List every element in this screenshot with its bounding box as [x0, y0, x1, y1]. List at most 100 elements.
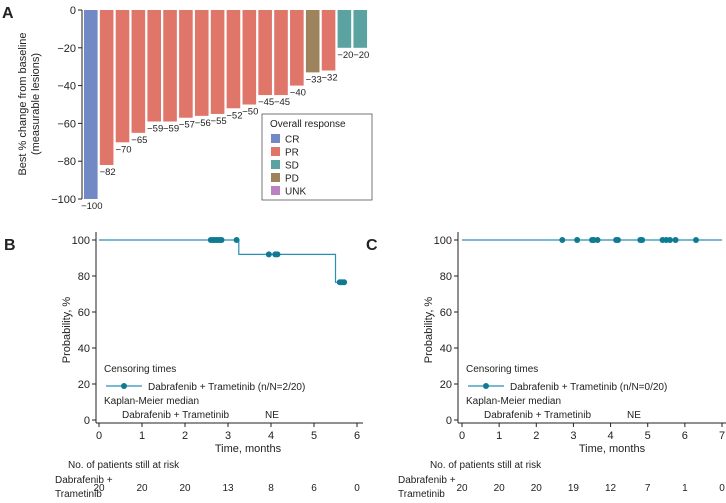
bar-value-label: −59 — [163, 124, 179, 135]
bar — [274, 10, 288, 96]
bar — [210, 10, 225, 114]
bar-value-label: −33 — [306, 74, 322, 85]
risk-count: 19 — [568, 483, 580, 494]
risk-group-label-line2: Trametinib — [55, 489, 102, 500]
censor-marker — [672, 237, 679, 243]
bar — [131, 10, 146, 133]
x-tick-label: 4 — [608, 430, 614, 442]
y-axis-label-line1: Best % change from baseline — [17, 32, 29, 175]
risk-group-label-line2: Trametinib — [398, 489, 445, 500]
x-tick-label: 6 — [682, 430, 688, 442]
x-tick-label: 3 — [225, 430, 231, 442]
bar — [258, 10, 272, 96]
censor-marker — [559, 237, 566, 243]
x-axis-label: Time, months — [579, 443, 646, 455]
legend-swatch-pr — [271, 147, 280, 156]
panel-a-legend: Overall response CR PR SD PD UNK — [261, 113, 373, 201]
bar — [179, 10, 193, 118]
risk-count: 6 — [311, 483, 317, 494]
bar-value-label: −50 — [242, 107, 258, 118]
legend-marker — [121, 383, 127, 389]
x-tick-label: 1 — [496, 430, 502, 442]
legend-label-pr: PR — [285, 148, 299, 159]
panel-a: A Best % change from baseline (measurable… — [2, 5, 373, 212]
risk-count: 20 — [136, 483, 148, 494]
panel-a-y-axis-label: Best % change from baseline (measurable l… — [17, 32, 42, 175]
censor-marker — [233, 237, 240, 243]
risk-count: 12 — [605, 483, 617, 494]
panel-a-bar-labels: −100−82−70−65−59 −59 −57 −56 −55−52 −50−45 −45… — [81, 50, 369, 212]
legend-swatch-sd — [271, 160, 280, 169]
y-tick-label: −80 — [57, 156, 76, 168]
y-tick-label: 20 — [78, 379, 90, 391]
censor-marker — [639, 237, 646, 243]
bar — [147, 10, 161, 122]
censor-marker — [667, 237, 673, 243]
legend-marker — [483, 383, 489, 389]
km-median-group: Dabrafenib + Trametinib — [484, 410, 591, 421]
bar-value-label: −45 — [258, 97, 274, 108]
risk-group-label-line1: Dabrafenib + — [55, 475, 113, 486]
bar-value-label: −82 — [100, 167, 116, 178]
censor-marker — [274, 251, 281, 258]
legend-label-cr: CR — [285, 135, 299, 146]
risk-count: 20 — [179, 483, 191, 494]
risk-count: 7 — [645, 483, 651, 494]
x-tick-label: 5 — [645, 430, 651, 442]
legend-swatch-pd — [271, 173, 280, 182]
km-median-value: NE — [265, 410, 279, 421]
x-tick-label: 0 — [96, 430, 102, 442]
bar-value-label: −52 — [226, 110, 242, 121]
bar-value-label: −20 — [353, 50, 369, 61]
bar-value-label: −55 — [211, 116, 227, 127]
risk-count: 0 — [354, 483, 360, 494]
bar-value-label: −100 — [81, 201, 102, 212]
bar — [115, 10, 130, 143]
bar — [194, 10, 209, 116]
y-axis-label-line2: (measurable lesions) — [30, 53, 42, 155]
x-tick-label: 1 — [139, 430, 145, 442]
x-tick-label: 5 — [311, 430, 317, 442]
panel-c-letter: C — [366, 237, 378, 254]
risk-count: 1 — [682, 483, 688, 494]
km-median-value: NE — [627, 410, 641, 421]
censor-marker — [574, 237, 581, 243]
y-tick-label: 80 — [78, 271, 90, 283]
bar — [337, 10, 352, 48]
bar-value-label: −56 — [195, 118, 211, 129]
y-tick-label: 60 — [78, 307, 90, 319]
bar — [242, 10, 257, 105]
risk-table-title: No. of patients still at risk — [430, 460, 542, 471]
y-tick-label: 0 — [446, 415, 452, 427]
panel-a-y-axis: 0 −20 −40 −60 −80 −100 — [51, 5, 83, 206]
bar-value-label: −45 — [274, 97, 290, 108]
km-median-title: Kaplan-Meier median — [466, 396, 561, 407]
legend-entry: Dabrafenib + Trametinib (n/N=2/20) — [148, 382, 305, 393]
y-tick-label: −40 — [57, 81, 76, 93]
x-tick-label: 7 — [719, 430, 725, 442]
y-tick-label: −20 — [57, 43, 76, 55]
y-tick-label: 100 — [434, 235, 452, 247]
censor-marker — [341, 279, 348, 286]
x-tick-label: 2 — [182, 430, 188, 442]
risk-count: 0 — [719, 483, 725, 494]
y-axis-label: Probability, % — [61, 297, 73, 364]
legend-entry: Dabrafenib + Trametinib (n/N=0/20) — [510, 382, 667, 393]
bar-value-label: −40 — [290, 88, 306, 99]
x-tick-label: 4 — [268, 430, 274, 442]
legend-box — [261, 113, 373, 201]
censor-marker — [594, 237, 601, 243]
bar — [99, 10, 114, 165]
bar-value-label: −59 — [147, 124, 163, 135]
risk-count: 20 — [93, 483, 105, 494]
bar — [290, 10, 304, 86]
x-tick-label: 0 — [459, 430, 465, 442]
risk-count: 13 — [222, 483, 234, 494]
x-tick-label: 6 — [354, 430, 360, 442]
risk-count: 8 — [268, 483, 274, 494]
x-tick-label: 2 — [533, 430, 539, 442]
